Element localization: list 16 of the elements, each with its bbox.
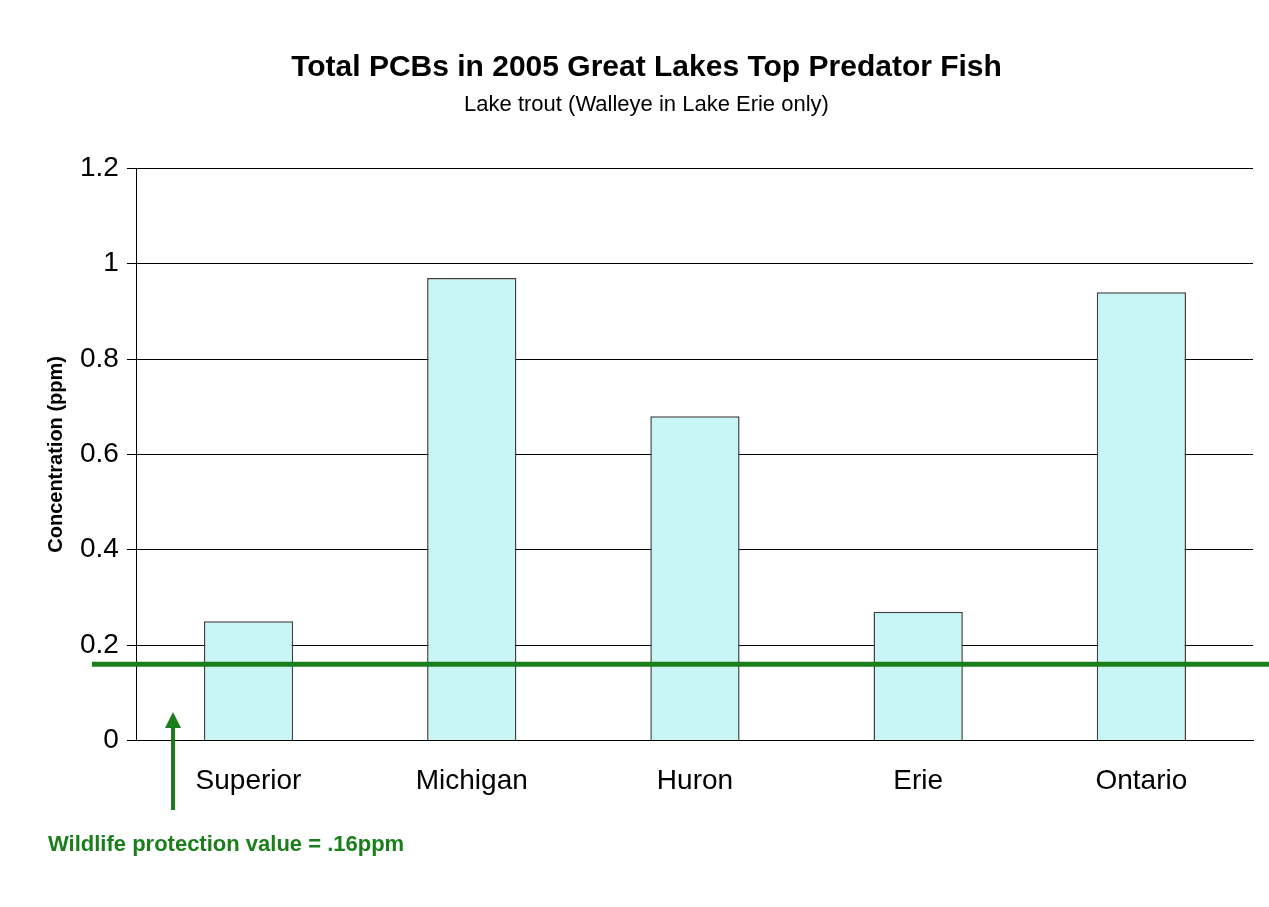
y-axis-title: Concentration (ppm) (43, 356, 66, 553)
chart-subtitle: Lake trout (Walleye in Lake Erie only) (464, 91, 829, 117)
y-tick-label: 1 (103, 246, 119, 278)
y-tick-label: 0.4 (79, 532, 119, 564)
x-tick-label: Erie (893, 763, 944, 795)
y-tick-label: 1.2 (79, 151, 119, 183)
y-tick-label: 0.2 (79, 627, 119, 659)
y-tick-label: 0 (103, 723, 119, 755)
y-tick-label: 0.6 (79, 437, 119, 469)
chart-title: Total PCBs in 2005 Great Lakes Top Predator Fish (291, 49, 1002, 83)
x-tick-label: Ontario (1095, 763, 1188, 795)
x-tick-label: Superior (195, 763, 302, 795)
x-tick-label: Huron (656, 763, 734, 795)
x-tick-label: Michigan (415, 763, 528, 795)
y-tick-label: 0.8 (79, 341, 119, 373)
ref-line-label: Wildlife protection value = .16ppm (48, 831, 405, 857)
